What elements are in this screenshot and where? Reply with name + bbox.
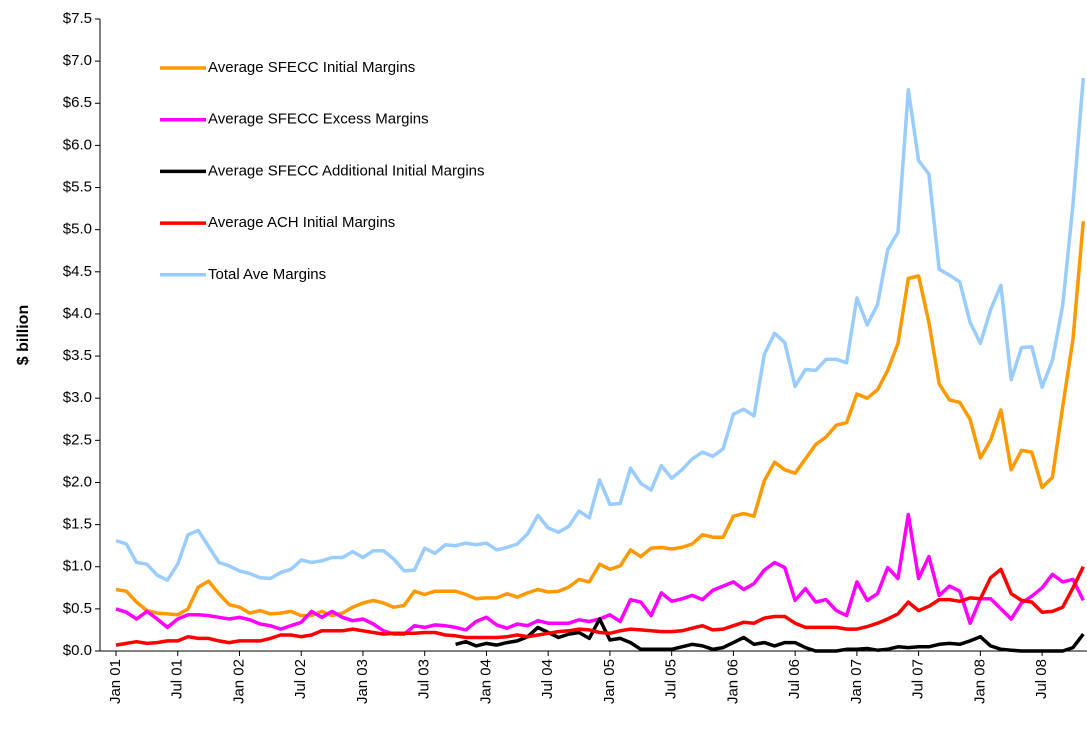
series-line — [455, 617, 1085, 653]
x-tick-label: Jan 03 — [354, 659, 371, 704]
x-tick-label: Jul 04 — [539, 659, 556, 699]
y-tick-label: $5.0 — [63, 221, 92, 238]
series-line — [115, 221, 1086, 618]
series-line — [115, 565, 1085, 647]
y-axis-label: $ billion — [15, 305, 32, 365]
x-tick-label: Jan 05 — [601, 659, 618, 704]
legend-label: Total Ave Margins — [208, 266, 326, 283]
x-tick-label: Jul 02 — [292, 659, 309, 699]
x-tick-label: Jan 07 — [848, 659, 865, 704]
plot-area — [115, 77, 1086, 653]
y-tick-label: $5.5 — [63, 179, 92, 196]
y-tick-label: $7.0 — [63, 52, 92, 69]
y-tick-label: $0.0 — [63, 642, 92, 659]
y-tick-label: $6.5 — [63, 94, 92, 111]
x-tick-label: Jan 04 — [477, 659, 494, 704]
y-tick-label: $3.0 — [63, 389, 92, 406]
y-tick-label: $0.5 — [63, 600, 92, 617]
y-tick-label: $7.5 — [63, 10, 92, 27]
x-tick-label: Jan 08 — [971, 659, 988, 704]
x-tick-label: Jul 05 — [663, 659, 680, 699]
x-tick-label: Jul 08 — [1033, 659, 1050, 699]
y-tick-label: $4.5 — [63, 263, 92, 280]
x-tick-label: Jan 06 — [724, 659, 741, 704]
series-line — [115, 512, 1085, 636]
x-tick-label: Jan 02 — [230, 659, 247, 704]
x-tick-label: Jul 03 — [416, 659, 433, 699]
y-tick-label: $1.5 — [63, 516, 92, 533]
y-tick-label: $3.5 — [63, 347, 92, 364]
legend-label: Average SFECC Excess Margins — [208, 111, 429, 128]
x-tick-label: Jul 07 — [910, 659, 927, 699]
legend-label: Average ACH Initial Margins — [208, 214, 395, 231]
legend-label: Average SFECC Additional Initial Margins — [208, 162, 485, 179]
legend-label: Average SFECC Initial Margins — [208, 59, 415, 76]
y-tick-label: $2.5 — [63, 431, 92, 448]
y-tick-label: $4.0 — [63, 305, 92, 322]
x-tick-label: Jul 06 — [786, 659, 803, 699]
y-tick-label: $1.0 — [63, 558, 92, 575]
series-line — [115, 77, 1086, 582]
y-tick-label: $6.0 — [63, 136, 92, 153]
x-tick-label: Jul 01 — [169, 659, 186, 699]
y-tick-label: $2.0 — [63, 473, 92, 490]
x-tick-label: Jan 01 — [107, 659, 124, 704]
